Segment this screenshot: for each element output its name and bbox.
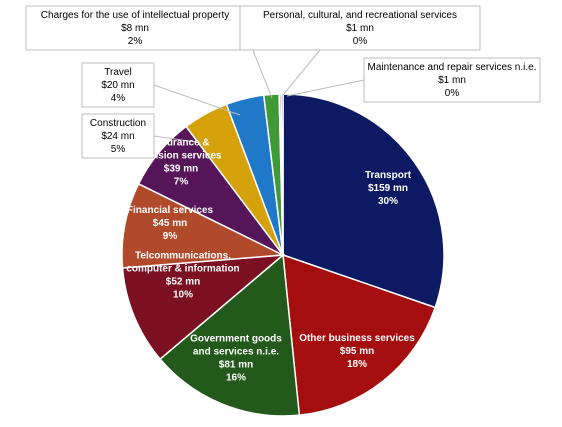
slice-label-percent-insurance-pension-services: 7% (174, 177, 189, 188)
slice-label-value-financial-services: $45 mn (153, 218, 187, 229)
pie-labels: Transport $159 mn 30% Other business servic… (25, 5, 541, 384)
slice-label-value-telcommunications-computer-information: $52 mn (166, 277, 200, 288)
callout-box-personal-cultural-and-recreational-services (239, 5, 481, 51)
slice-label-value-transport: $159 mn (368, 183, 408, 194)
callout-label-value-construction: $24 mn (101, 131, 134, 142)
pie-slice-telcommunications-computer-information (121, 254, 286, 361)
pie-slice-maintenance-and-repair-services-n-i-e (280, 93, 284, 256)
callout-label-percent-travel: 4% (111, 93, 126, 104)
callout-label-value-travel: $20 mn (101, 80, 134, 91)
callout-leader-personal-cultural-and-recreational-services (282, 49, 321, 96)
slice-label-value-other-business-services: $95 mn (340, 346, 374, 357)
callout-label-percent-charges-for-the-use-of-intellectual-property: 2% (128, 36, 143, 47)
pie-slices (121, 93, 445, 417)
callout-label-value-maintenance-and-repair-services-n-i-e: $1 mn (438, 75, 466, 86)
slice-label-percent-other-business-services: 18% (347, 359, 367, 370)
slice-label-percent-transport: 30% (378, 196, 398, 207)
slice-label-name-financial-services: Financial services (127, 205, 214, 216)
pie-slice-other-business-services (282, 253, 437, 416)
slice-label-percent-telcommunications-computer-information: 10% (173, 290, 193, 301)
pie-slice-financial-services (121, 182, 286, 269)
pie-slice-government-goods-and-services-n-i-e (159, 253, 301, 417)
callout-leader-maintenance-and-repair-services-n-i-e (286, 79, 365, 97)
callout-label-percent-construction: 5% (111, 144, 126, 155)
slice-label-name-telcommunications-computer-information: Telcommunications, (135, 251, 231, 262)
slice-label-percent-financial-services: 9% (163, 231, 178, 242)
callout-label-name-charges-for-the-use-of-intellectual-property: Charges for the use of intellectual prop… (41, 10, 229, 21)
callout-label-value-personal-cultural-and-recreational-services: $1 mn (346, 23, 374, 34)
callout-label-value-charges-for-the-use-of-intellectual-property: $8 mn (121, 23, 149, 34)
callout-leader-travel (153, 84, 241, 116)
callout-box-construction (81, 113, 155, 159)
callout-label-name-travel: Travel (104, 67, 131, 78)
slice-label-name-government-goods-and-services-n-i-e: and services n.i.e. (193, 347, 279, 358)
callout-box-travel (81, 62, 155, 108)
callout-label-name-maintenance-and-repair-services-n-i-e: Maintenance and repair services n.i.e. (368, 62, 537, 73)
pie-slice-transport (282, 93, 445, 309)
callout-label-percent-maintenance-and-repair-services-n-i-e: 0% (445, 88, 460, 99)
callout-label-name-personal-cultural-and-recreational-services: Personal, cultural, and recreational ser… (263, 10, 457, 21)
callout-box-maintenance-and-repair-services-n-i-e (363, 57, 541, 103)
slice-label-name-telcommunications-computer-information: computer & information (126, 264, 239, 275)
slice-label-value-government-goods-and-services-n-i-e: $81 mn (219, 360, 253, 371)
slice-label-name-other-business-services: Other business services (299, 333, 415, 344)
slice-label-name-government-goods-and-services-n-i-e: Government goods (190, 334, 282, 345)
callout-label-percent-personal-cultural-and-recreational-services: 0% (353, 36, 368, 47)
slice-label-percent-government-goods-and-services-n-i-e: 16% (226, 373, 246, 384)
callout-leader-construction (153, 135, 197, 143)
slice-label-name-insurance-pension-services: Insurance & (152, 138, 209, 149)
callout-label-name-construction: Construction (90, 118, 146, 129)
slice-label-name-transport: Transport (365, 170, 412, 181)
slice-label-name-insurance-pension-services: pension services (140, 151, 222, 162)
slice-label-value-insurance-pension-services: $39 mn (164, 164, 198, 175)
